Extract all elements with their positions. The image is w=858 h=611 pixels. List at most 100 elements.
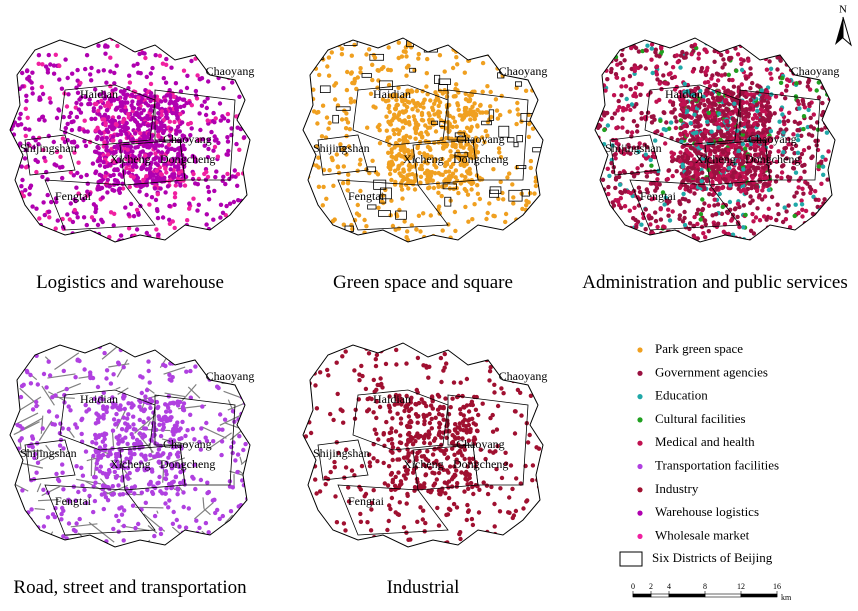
poi: [397, 138, 401, 142]
poi: [748, 194, 752, 198]
poi: [175, 518, 179, 522]
poi: [123, 205, 127, 209]
park-polygon: [533, 46, 540, 55]
road: [253, 540, 264, 548]
poi: [594, 242, 598, 246]
poi: [730, 78, 734, 82]
poi: [404, 235, 408, 239]
poi: [659, 207, 663, 211]
poi: [820, 101, 824, 105]
poi: [112, 189, 116, 193]
poi: [299, 87, 303, 91]
poi: [454, 82, 458, 86]
poi: [760, 188, 764, 192]
poi: [41, 92, 45, 96]
poi: [624, 84, 628, 88]
poi: [197, 526, 201, 530]
poi: [46, 29, 50, 33]
poi: [245, 34, 249, 38]
poi: [184, 50, 188, 54]
poi: [725, 42, 729, 46]
poi: [537, 108, 541, 112]
poi: [60, 471, 64, 475]
poi: [403, 118, 407, 122]
poi: [799, 234, 803, 238]
poi: [669, 150, 673, 154]
poi: [763, 45, 767, 49]
poi: [670, 110, 674, 114]
poi: [769, 77, 773, 81]
poi: [684, 51, 688, 55]
poi: [589, 153, 593, 157]
poi: [598, 214, 602, 218]
poi: [34, 404, 38, 408]
poi: [141, 178, 145, 182]
poi: [748, 201, 752, 205]
poi: [793, 120, 797, 124]
poi: [688, 221, 692, 225]
poi: [144, 36, 148, 40]
poi: [97, 152, 101, 156]
poi: [324, 197, 328, 201]
poi: [90, 538, 94, 542]
poi: [660, 29, 664, 33]
poi: [828, 216, 832, 220]
poi: [787, 111, 791, 115]
poi: [752, 122, 756, 126]
poi: [692, 131, 696, 135]
poi: [746, 114, 750, 118]
poi: [716, 202, 720, 206]
poi: [592, 232, 596, 236]
poi: [604, 234, 608, 238]
poi: [172, 203, 176, 207]
poi: [156, 134, 160, 138]
poi: [766, 242, 770, 246]
poi: [709, 173, 713, 177]
district-label: Shijingshan: [605, 141, 662, 155]
poi: [327, 55, 331, 59]
poi: [210, 58, 214, 62]
poi: [666, 177, 670, 181]
poi: [70, 128, 74, 132]
poi: [598, 236, 602, 240]
poi: [14, 543, 18, 547]
poi: [9, 151, 13, 155]
poi: [27, 42, 31, 46]
park-polygon: [547, 142, 556, 150]
poi: [63, 57, 67, 61]
poi: [84, 144, 88, 148]
poi: [365, 126, 369, 130]
poi: [11, 91, 15, 95]
poi: [835, 174, 839, 178]
poi: [70, 72, 74, 76]
poi: [440, 241, 444, 245]
poi: [99, 179, 103, 183]
poi: [78, 236, 82, 240]
poi: [793, 37, 797, 41]
poi: [37, 53, 41, 57]
poi: [144, 142, 148, 146]
poi: [726, 37, 730, 41]
poi: [827, 206, 831, 210]
poi: [45, 177, 49, 181]
poi: [721, 169, 725, 173]
poi: [674, 126, 678, 130]
poi: [675, 169, 679, 173]
poi: [43, 159, 47, 163]
poi: [178, 426, 182, 430]
poi: [833, 173, 837, 177]
poi: [474, 113, 478, 117]
poi: [680, 50, 684, 54]
poi: [105, 190, 109, 194]
poi: [703, 31, 707, 35]
poi: [733, 242, 737, 246]
poi: [717, 112, 721, 116]
poi: [696, 120, 700, 124]
poi: [497, 146, 501, 150]
poi: [625, 97, 629, 101]
poi: [463, 71, 467, 75]
poi: [671, 65, 675, 69]
poi: [669, 232, 673, 236]
poi: [667, 72, 671, 76]
